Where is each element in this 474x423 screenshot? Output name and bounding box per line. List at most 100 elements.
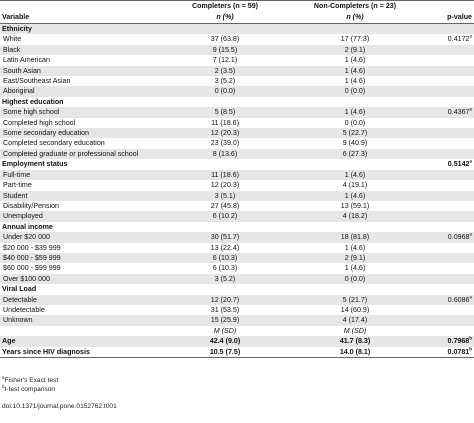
- pvalue-cell: [430, 263, 474, 274]
- completers-cell: 37 (63.8): [170, 34, 280, 45]
- table-row: $60 000 - $99 999 6 (10.3) 1 (4.6): [0, 263, 474, 274]
- completers-cell: 12 (20.3): [170, 128, 280, 139]
- completers-cell: [170, 221, 280, 233]
- variable-cell: $40 000 - $59 999: [0, 252, 170, 264]
- pvalue-cell: [430, 284, 474, 295]
- noncompleters-cell: 4 (19.1): [280, 180, 430, 191]
- table-row: Over $100 000 3 (5.2) 0 (0.0): [0, 273, 474, 285]
- n-pct-header-completers: n (%): [170, 12, 280, 24]
- variable-cell: Over $100 000: [0, 273, 170, 285]
- completers-header: Completers (n = 59): [170, 0, 280, 12]
- table-row: White 37 (63.8) 17 (77.3) 0.4172a: [0, 34, 474, 45]
- noncompleters-cell: 17 (77.3): [280, 34, 430, 45]
- table-row: Some secondary education 12 (20.3) 5 (22.7…: [0, 128, 474, 139]
- completers-cell: 6 (10.3): [170, 263, 280, 274]
- pvalue-cell: [430, 315, 474, 326]
- completers-cell: 12 (20.7): [170, 294, 280, 305]
- completers-cell: 3 (5.2): [170, 76, 280, 87]
- pvalue-cell: [430, 200, 474, 212]
- table-row: $40 000 - $59 999 6 (10.3) 2 (9.1): [0, 252, 474, 264]
- table-row: Latin American 7 (12.1) 1 (4.6): [0, 55, 474, 66]
- variable-cell: Completed high school: [0, 117, 170, 129]
- footnote-marker: a: [469, 159, 472, 164]
- noncompleters-cell: 0 (0.0): [280, 117, 430, 129]
- pvalue-cell: [430, 242, 474, 253]
- table-section-row: Annual income: [0, 221, 474, 233]
- noncompleters-cell: 1 (4.6): [280, 242, 430, 253]
- demographics-table: Completers (n = 59) Non-Completers (n = …: [0, 0, 474, 358]
- table-row: Full-time 11 (18.6) 1 (4.6): [0, 169, 474, 181]
- pvalue-cell: [430, 325, 474, 337]
- variable-cell: Detectable: [0, 294, 170, 305]
- completers-cell: 3 (5.2): [170, 273, 280, 285]
- table-row: $20 000 - $39 999 13 (22.4) 1 (4.6): [0, 242, 474, 253]
- footnote-b: bt-test comparison: [2, 383, 56, 393]
- pvalue-cell: 0.7968b: [430, 336, 474, 347]
- n-pct-header-noncompleters: n (%): [280, 12, 430, 24]
- completers-cell: 23 (39.0): [170, 138, 280, 149]
- completers-cell: 8 (13.6): [170, 148, 280, 160]
- pvalue-cell: [430, 23, 474, 35]
- pvalue-cell: [430, 128, 474, 139]
- completers-cell: 7 (12.1): [170, 55, 280, 66]
- noncompleters-cell: 0 (0.0): [280, 273, 430, 285]
- pvalue-cell: [430, 211, 474, 222]
- pvalue-cell: [430, 252, 474, 264]
- variable-cell: Unemployed: [0, 211, 170, 222]
- variable-cell: Years since HIV diagnosis: [0, 346, 170, 358]
- completers-cell: 12 (20.3): [170, 180, 280, 191]
- pvalue-cell: [430, 190, 474, 201]
- completers-cell: 6 (10.2): [170, 211, 280, 222]
- variable-cell: Full-time: [0, 169, 170, 181]
- variable-cell: Employment status: [0, 159, 170, 170]
- noncompleters-cell: [280, 221, 430, 233]
- completers-cell: 11 (18.6): [170, 117, 280, 129]
- noncompleters-cell: 14.0 (8.1): [280, 346, 430, 358]
- variable-cell: Annual income: [0, 221, 170, 233]
- pvalue-cell: 0.5142a: [430, 159, 474, 170]
- variable-cell: Some high school: [0, 107, 170, 118]
- noncompleters-cell: 1 (4.6): [280, 76, 430, 87]
- pvalue-cell: [430, 76, 474, 87]
- footnote-marker: b: [469, 336, 472, 341]
- completers-cell: 42.4 (9.0): [170, 336, 280, 347]
- noncompleters-cell: [280, 23, 430, 35]
- noncompleters-cell: 5 (22.7): [280, 128, 430, 139]
- noncompleters-cell: 2 (9.1): [280, 252, 430, 264]
- pvalue-cell: [430, 221, 474, 233]
- completers-cell: 11 (18.6): [170, 169, 280, 181]
- doi-text: doi:10.1371/journal.pone.0152762.t001: [2, 403, 117, 410]
- table-row: Part-time 12 (20.3) 4 (19.1): [0, 180, 474, 191]
- variable-cell: Aboriginal: [0, 86, 170, 97]
- noncompleters-cell: 1 (4.6): [280, 65, 430, 77]
- completers-cell: 2 (3.5): [170, 65, 280, 77]
- footnote-marker: a: [469, 232, 472, 237]
- pvalue-cell: [430, 117, 474, 129]
- completers-cell: 30 (51.7): [170, 232, 280, 243]
- table-section-row: Ethnicity: [0, 23, 474, 35]
- pvalue-cell: [430, 273, 474, 285]
- table-row: Unknown 15 (25.9) 4 (17.4): [0, 315, 474, 326]
- variable-cell: $20 000 - $39 999: [0, 242, 170, 253]
- variable-cell: Some secondary education: [0, 128, 170, 139]
- pvalue-cell: [430, 55, 474, 66]
- table-row: Undetectable 31 (53.5) 14 (60.9): [0, 304, 474, 316]
- variable-cell: South Asian: [0, 65, 170, 77]
- pvalue-header: p-value: [430, 12, 474, 24]
- noncompleters-cell: 14 (60.9): [280, 304, 430, 316]
- variable-cell: Disability/Pension: [0, 200, 170, 212]
- pvalue-cell: 0.0968a: [430, 232, 474, 243]
- variable-cell: Completed graduate or professional schoo…: [0, 148, 170, 160]
- pvalue-cell: [430, 44, 474, 56]
- pvalue-cell: 0.4367a: [430, 107, 474, 118]
- noncompleters-cell: [280, 159, 430, 170]
- table-row: Disability/Pension 27 (45.8) 13 (59.1): [0, 200, 474, 212]
- variable-cell: Ethnicity: [0, 23, 170, 35]
- table-row: Some high school 5 (8.5) 1 (4.6) 0.4367a: [0, 107, 474, 118]
- completers-cell: 3 (5.1): [170, 190, 280, 201]
- header-row-columns: Variable n (%) n (%) p-value: [0, 12, 474, 24]
- noncompleters-cell: 0 (0.0): [280, 86, 430, 97]
- variable-cell: East/Southeast Asian: [0, 76, 170, 87]
- table-section-row: Viral Load: [0, 284, 474, 295]
- completers-cell: 10.5 (7.5): [170, 346, 280, 358]
